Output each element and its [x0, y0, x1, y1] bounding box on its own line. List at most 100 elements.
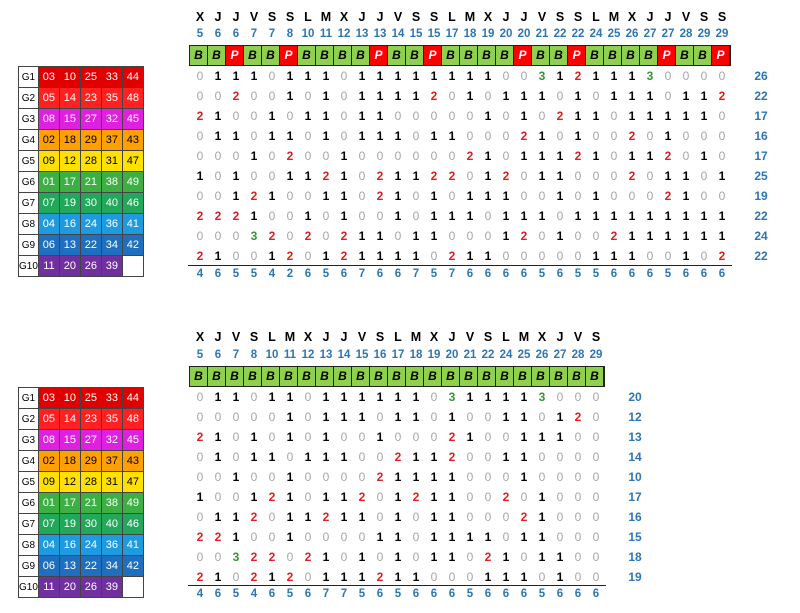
group-number: 41 [121, 213, 144, 235]
bp-cell: B [496, 46, 514, 65]
cell-value: 0 [322, 229, 330, 243]
cell-value: 1 [556, 430, 564, 444]
day-letter: J [232, 10, 240, 24]
cell-value: 1 [358, 510, 366, 524]
cell-value: 0 [214, 169, 222, 183]
bp-cell: B [586, 367, 604, 386]
group-number: 03 [37, 387, 60, 409]
cell-value: 1 [448, 490, 456, 504]
row-total: 13 [628, 430, 642, 444]
date-number: 14 [391, 28, 405, 40]
group-number: 35 [100, 408, 123, 430]
cell-value: 0 [196, 229, 204, 243]
column-total: 7 [358, 268, 366, 280]
bp-cell: B [478, 367, 496, 386]
cell-value: 2 [628, 129, 636, 143]
cell-value: 1 [538, 149, 546, 163]
cell-value: 1 [286, 490, 294, 504]
cell-value: 2 [340, 229, 348, 243]
cell-value: 0 [430, 570, 438, 584]
group-number: 49 [121, 492, 144, 514]
cell-value: 1 [430, 209, 438, 223]
group-number: 07 [37, 513, 60, 535]
cell-value: 1 [358, 69, 366, 83]
day-letter: L [448, 10, 456, 24]
legend-row: G9 06 13 22 34 42 [18, 234, 144, 256]
bottom-panel: G1 03 10 25 33 44 G2 05 14 23 35 48 G3 08 15 27 32 45 G4 02… [0, 325, 800, 613]
bp-cell: B [208, 46, 226, 65]
cell-value: 1 [466, 430, 474, 444]
day-letter: J [214, 330, 222, 344]
cell-value: 1 [214, 249, 222, 263]
row-total: 17 [754, 109, 768, 123]
day-letter: M [410, 330, 422, 344]
group-label: G1 [18, 66, 39, 88]
cell-value: 1 [268, 129, 276, 143]
cell-value: 0 [592, 89, 600, 103]
cell-value: 1 [466, 530, 474, 544]
column-total: 6 [556, 588, 564, 600]
cell-value: 0 [376, 410, 384, 424]
bp-cell: B [406, 367, 424, 386]
cell-value: 0 [574, 390, 582, 404]
legend-row: G4 02 18 29 37 43 [18, 450, 144, 472]
row-total: 19 [754, 189, 768, 203]
column-total: 6 [484, 268, 492, 280]
column-total: 5 [592, 268, 600, 280]
cell-value: 0 [466, 510, 474, 524]
date-number: 26 [535, 349, 549, 361]
cell-value: 0 [358, 209, 366, 223]
cell-value: 1 [664, 109, 672, 123]
date-number: 22 [481, 349, 495, 361]
cell-value: 0 [340, 430, 348, 444]
column-total: 6 [394, 268, 402, 280]
group-number: 31 [100, 150, 123, 172]
date-number: 18 [409, 349, 423, 361]
date-number: 7 [250, 28, 258, 40]
cell-value: 2 [448, 450, 456, 464]
cell-value: 1 [376, 390, 384, 404]
group-number: 38 [100, 492, 123, 514]
column-total: 4 [196, 588, 204, 600]
day-letter: L [502, 330, 510, 344]
cell-value: 1 [250, 149, 258, 163]
cell-value: 1 [700, 109, 708, 123]
cell-value: 0 [484, 229, 492, 243]
cell-value: 1 [322, 450, 330, 464]
cell-value: 2 [286, 249, 294, 263]
cell-value: 0 [484, 410, 492, 424]
cell-value: 2 [376, 570, 384, 584]
cell-value: 0 [574, 249, 582, 263]
cell-value: 0 [214, 229, 222, 243]
cell-value: 1 [376, 89, 384, 103]
cell-value: 1 [376, 229, 384, 243]
cell-value: 1 [538, 89, 546, 103]
column-total: 5 [394, 588, 402, 600]
cell-value: 1 [556, 69, 564, 83]
cell-value: 0 [430, 390, 438, 404]
row-total: 22 [754, 249, 768, 263]
cell-value: 0 [610, 169, 618, 183]
day-letter: S [411, 10, 421, 24]
cell-value: 2 [664, 149, 672, 163]
cell-value: 0 [358, 470, 366, 484]
group-number: 32 [100, 108, 123, 130]
bp-cell: B [676, 46, 694, 65]
row-total: 16 [628, 510, 642, 524]
column-total: 6 [268, 588, 276, 600]
bp-cell: B [352, 46, 370, 65]
cell-value: 0 [376, 209, 384, 223]
group-number: 31 [100, 471, 123, 493]
date-number: 11 [319, 28, 333, 40]
legend-row: G2 05 14 23 35 48 [18, 87, 144, 109]
cell-value: 0 [466, 570, 474, 584]
column-total: 6 [700, 268, 708, 280]
bp-cell: B [244, 46, 262, 65]
group-number: 26 [79, 576, 102, 598]
group-number: 33 [100, 66, 123, 88]
cell-value: 0 [376, 149, 384, 163]
group-number: 04 [37, 534, 60, 556]
column-total: 6 [646, 268, 654, 280]
cell-value: 1 [304, 109, 312, 123]
cell-value: 1 [610, 209, 618, 223]
